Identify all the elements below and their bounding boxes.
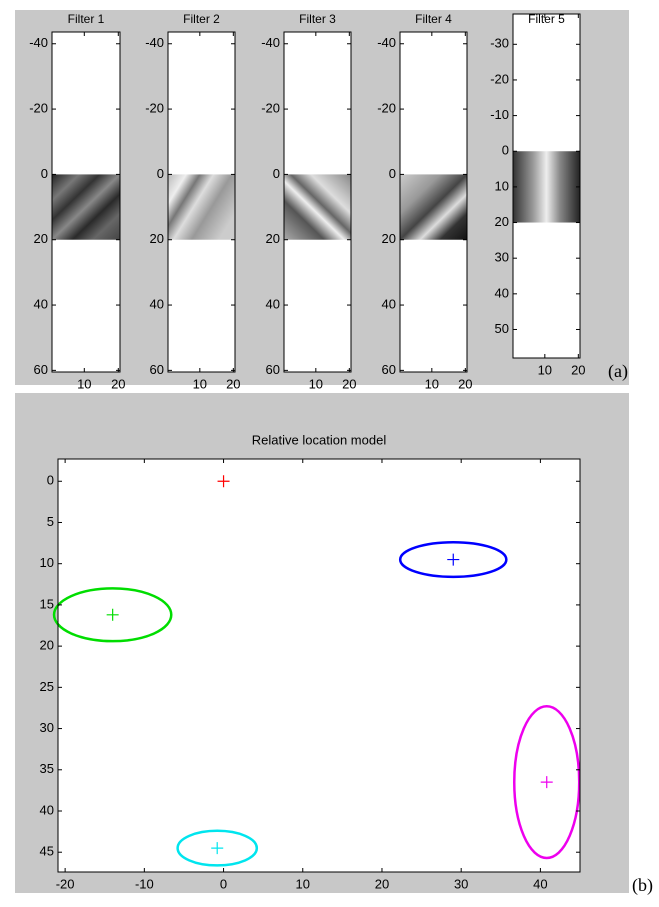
x-tick-label: 10 <box>538 362 552 377</box>
x-tick-label: 20 <box>458 376 472 391</box>
y-tick-label: 0 <box>389 166 396 181</box>
x-tick-label: 0 <box>220 876 227 891</box>
filter-image <box>400 174 467 239</box>
y-tick-label: 45 <box>40 844 54 859</box>
chart-title: Filter 1 <box>68 12 105 26</box>
plot-area <box>58 459 580 872</box>
chart-title: Filter 3 <box>299 12 336 26</box>
x-tick-label: 20 <box>342 376 356 391</box>
y-tick-label: 0 <box>41 166 48 181</box>
y-tick-label: -20 <box>145 101 164 116</box>
y-tick-label: -20 <box>261 101 280 116</box>
y-tick-label: -40 <box>145 35 164 50</box>
y-tick-label: 25 <box>40 679 54 694</box>
y-tick-label: 40 <box>266 296 280 311</box>
y-tick-label: 10 <box>40 555 54 570</box>
y-tick-label: -20 <box>29 101 48 116</box>
y-tick-label: 20 <box>150 231 164 246</box>
x-tick-label: -20 <box>56 876 75 891</box>
y-tick-label: 5 <box>47 514 54 529</box>
y-tick-label: 0 <box>502 143 509 158</box>
panel-label: (a) <box>608 361 628 382</box>
y-tick-label: 0 <box>273 166 280 181</box>
filter-image <box>168 174 235 239</box>
y-tick-label: 20 <box>266 231 280 246</box>
y-tick-label: 40 <box>382 296 396 311</box>
filter-image <box>284 174 351 239</box>
y-tick-label: 30 <box>495 250 509 265</box>
page: {"panel_labels": ["(a)", "(b)"], "chart_… <box>0 0 659 902</box>
y-tick-label: -20 <box>490 71 509 86</box>
x-tick-label: -10 <box>135 876 154 891</box>
y-tick-label: 20 <box>40 638 54 653</box>
y-tick-label: 10 <box>495 178 509 193</box>
y-tick-label: 20 <box>34 231 48 246</box>
y-tick-label: 60 <box>34 362 48 377</box>
y-tick-label: 60 <box>266 362 280 377</box>
y-tick-label: -40 <box>261 35 280 50</box>
x-tick-label: 10 <box>309 376 323 391</box>
y-tick-label: -40 <box>377 35 396 50</box>
chart-title: Filter 5 <box>528 12 565 26</box>
y-tick-label: 30 <box>40 720 54 735</box>
panel-label: (b) <box>632 875 653 896</box>
y-tick-label: 60 <box>382 362 396 377</box>
y-tick-label: 15 <box>40 596 54 611</box>
y-tick-label: 40 <box>40 802 54 817</box>
x-tick-label: 20 <box>226 376 240 391</box>
figure: (a) (b) -40 -20 0 20 40 60 10 20 Filter 1 -40 -20 0… <box>0 0 659 902</box>
x-tick-label: 40 <box>533 876 547 891</box>
x-tick-label: 10 <box>193 376 207 391</box>
y-tick-label: 20 <box>382 231 396 246</box>
y-tick-label: -10 <box>490 107 509 122</box>
y-tick-label: -20 <box>377 101 396 116</box>
filter-image <box>52 174 120 239</box>
y-tick-label: -30 <box>490 36 509 51</box>
x-tick-label: 20 <box>111 376 125 391</box>
y-tick-label: 40 <box>150 296 164 311</box>
x-tick-label: 20 <box>571 362 585 377</box>
y-tick-label: 0 <box>47 473 54 488</box>
y-tick-label: 50 <box>495 321 509 336</box>
x-tick-label: 20 <box>375 876 389 891</box>
y-tick-label: 40 <box>34 296 48 311</box>
x-tick-label: 10 <box>296 876 310 891</box>
y-tick-label: 0 <box>157 166 164 181</box>
filter-image <box>513 151 580 222</box>
y-tick-label: 40 <box>495 285 509 300</box>
y-tick-label: -40 <box>29 35 48 50</box>
chart-title: Filter 2 <box>183 12 220 26</box>
x-tick-label: 30 <box>454 876 468 891</box>
chart-title: Filter 4 <box>415 12 452 26</box>
chart-title: Relative location model <box>252 432 387 447</box>
y-tick-label: 60 <box>150 362 164 377</box>
x-tick-label: 10 <box>425 376 439 391</box>
x-tick-label: 10 <box>77 376 91 391</box>
y-tick-label: 20 <box>495 214 509 229</box>
y-tick-label: 35 <box>40 761 54 776</box>
